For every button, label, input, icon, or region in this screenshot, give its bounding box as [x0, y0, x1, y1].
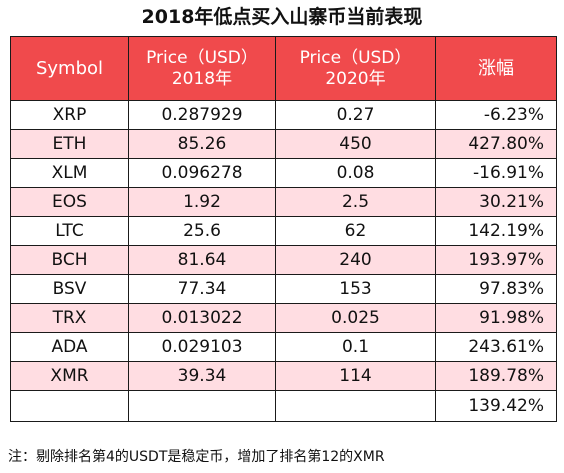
header-price-2020: Price（USD） 2020年: [275, 36, 436, 101]
header-price-2020-year: 2020年: [325, 68, 386, 89]
header-symbol: Symbol: [10, 36, 129, 101]
cell-price-2020: 2.5: [275, 187, 436, 217]
header-price-2018-year: 2018年: [171, 68, 233, 89]
cell-price-2018: 0.287929: [128, 100, 276, 130]
cell-change: 30.21%: [435, 187, 557, 217]
cell-change: 91.98%: [435, 303, 557, 333]
cell-price-2018: 0.096278: [128, 158, 276, 188]
average-change-cell: 139.42%: [435, 390, 557, 422]
cell-change: -6.23%: [435, 100, 557, 130]
table-row: BCH 81.64 240 193.97%: [10, 245, 557, 275]
summary-row: 139.42%: [10, 390, 557, 422]
table-row: BSV 77.34 153 97.83%: [10, 274, 557, 304]
cell-symbol: XRP: [10, 100, 129, 130]
table-row: TRX 0.013022 0.025 91.98%: [10, 303, 557, 333]
cell-symbol: XLM: [10, 158, 129, 188]
cell-price-2020: 62: [275, 216, 436, 246]
cell-change: 427.80%: [435, 129, 557, 159]
cell-price-2018: 25.6: [128, 216, 276, 246]
summary-empty-cell: [10, 390, 129, 422]
cell-change: 142.19%: [435, 216, 557, 246]
cell-change: 97.83%: [435, 274, 557, 304]
header-price-2020-label: Price（USD）: [299, 47, 412, 68]
table-row: LTC 25.6 62 142.19%: [10, 216, 557, 246]
cell-price-2020: 153: [275, 274, 436, 304]
cell-price-2020: 450: [275, 129, 436, 159]
header-price-2018-label: Price（USD）: [146, 47, 258, 68]
cell-price-2018: 0.013022: [128, 303, 276, 333]
cell-price-2018: 0.029103: [128, 332, 276, 362]
footnote: 注：剔除排名第4的USDT是稳定币，增加了排名第12的XMR: [8, 449, 385, 465]
cell-price-2018: 77.34: [128, 274, 276, 304]
summary-empty-cell: [128, 390, 276, 422]
cell-symbol: EOS: [10, 187, 129, 217]
altcoin-performance-table: Symbol Price（USD） 2018年 Price（USD） 2020年…: [10, 36, 557, 422]
table-row: XLM 0.096278 0.08 -16.91%: [10, 158, 557, 188]
cell-symbol: LTC: [10, 216, 129, 246]
cell-price-2020: 0.1: [275, 332, 436, 362]
summary-empty-cell: [275, 390, 436, 422]
cell-symbol: BSV: [10, 274, 129, 304]
cell-change: 193.97%: [435, 245, 557, 275]
table-row: EOS 1.92 2.5 30.21%: [10, 187, 557, 217]
cell-change: 189.78%: [435, 361, 557, 391]
table-row: ADA 0.029103 0.1 243.61%: [10, 332, 557, 362]
table-row: ETH 85.26 450 427.80%: [10, 129, 557, 159]
cell-change: 243.61%: [435, 332, 557, 362]
cell-price-2020: 0.025: [275, 303, 436, 333]
header-price-2018: Price（USD） 2018年: [128, 36, 276, 101]
cell-symbol: BCH: [10, 245, 129, 275]
table-title: 2018年低点买入山寨币当前表现: [141, 6, 423, 28]
cell-symbol: ETH: [10, 129, 129, 159]
cell-price-2020: 240: [275, 245, 436, 275]
cell-symbol: TRX: [10, 303, 129, 333]
cell-price-2020: 0.08: [275, 158, 436, 188]
cell-price-2018: 1.92: [128, 187, 276, 217]
cell-price-2018: 81.64: [128, 245, 276, 275]
cell-price-2018: 85.26: [128, 129, 276, 159]
cell-symbol: XMR: [10, 361, 129, 391]
cell-price-2020: 114: [275, 361, 436, 391]
cell-price-2020: 0.27: [275, 100, 436, 130]
header-row: Symbol Price（USD） 2018年 Price（USD） 2020年…: [10, 36, 557, 101]
table-row: XRP 0.287929 0.27 -6.23%: [10, 100, 557, 130]
table-row: XMR 39.34 114 189.78%: [10, 361, 557, 391]
cell-symbol: ADA: [10, 332, 129, 362]
cell-price-2018: 39.34: [128, 361, 276, 391]
header-change: 涨幅: [435, 36, 557, 101]
cell-change: -16.91%: [435, 158, 557, 188]
